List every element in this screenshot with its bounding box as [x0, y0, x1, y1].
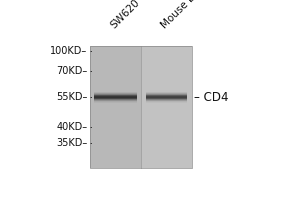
- Bar: [94, 98, 137, 99]
- Bar: [90, 46, 141, 168]
- Text: 70KD–: 70KD–: [56, 66, 88, 76]
- Bar: [146, 96, 187, 97]
- Bar: [94, 96, 137, 97]
- Bar: [146, 93, 187, 94]
- Bar: [146, 97, 187, 98]
- Bar: [141, 46, 192, 168]
- Bar: [146, 99, 187, 100]
- Bar: [94, 100, 137, 101]
- Bar: [146, 92, 187, 93]
- Text: 55KD–: 55KD–: [56, 92, 88, 102]
- Text: – CD4: – CD4: [194, 91, 229, 104]
- Bar: [94, 99, 137, 100]
- Text: Mouse brain: Mouse brain: [160, 0, 212, 30]
- Text: 100KD–: 100KD–: [50, 46, 88, 56]
- Bar: [146, 102, 187, 103]
- Text: 40KD–: 40KD–: [56, 122, 88, 132]
- Bar: [94, 92, 137, 93]
- Bar: [146, 98, 187, 99]
- Bar: [94, 101, 137, 102]
- Bar: [94, 93, 137, 94]
- Bar: [94, 95, 137, 96]
- Bar: [146, 100, 187, 101]
- Bar: [94, 102, 137, 103]
- Bar: [94, 97, 137, 98]
- Bar: [146, 94, 187, 95]
- Text: 35KD–: 35KD–: [56, 138, 88, 148]
- Bar: [90, 46, 192, 168]
- Bar: [94, 94, 137, 95]
- Text: SW620: SW620: [108, 0, 141, 30]
- Bar: [146, 101, 187, 102]
- Bar: [146, 95, 187, 96]
